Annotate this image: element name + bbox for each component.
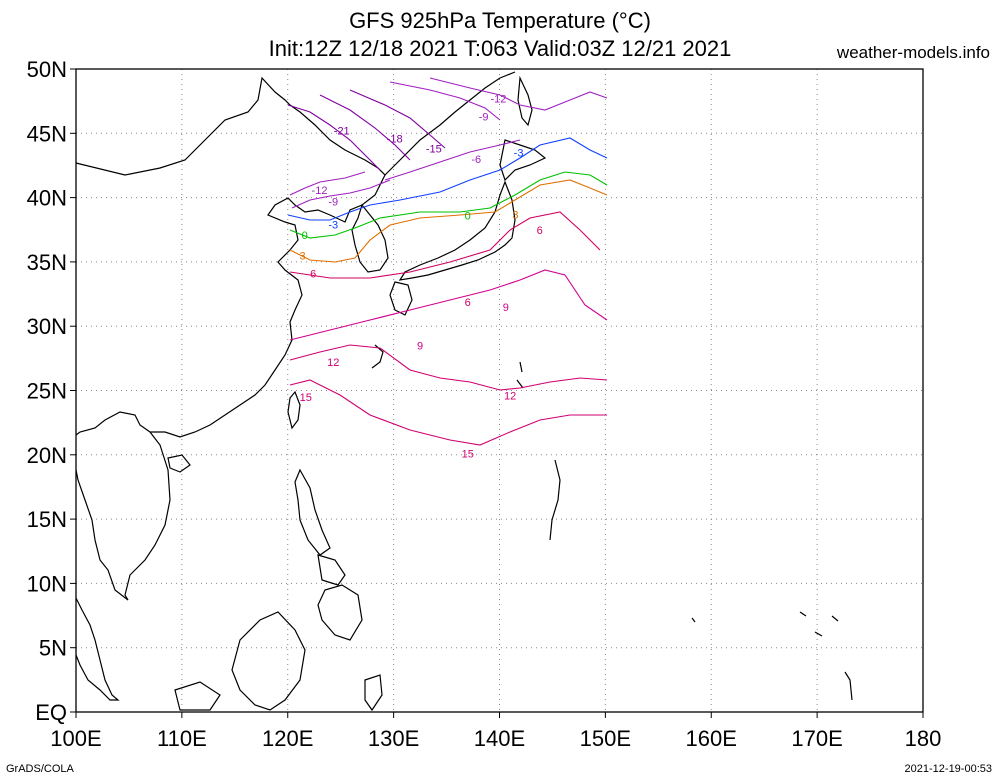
coastline-micronesia xyxy=(691,611,853,701)
contour-label: 0 xyxy=(465,211,471,223)
graticule xyxy=(76,69,923,712)
x-axis: 100E 110E 120E 130E 140E 150E 160E 170E 180 xyxy=(50,712,941,751)
coastline-ryukyu xyxy=(371,344,384,369)
contour-label: 0 xyxy=(302,230,308,242)
x-tick-label: 160E xyxy=(686,726,737,751)
contour-label: 3 xyxy=(512,209,518,221)
contour-label: 15 xyxy=(300,392,312,404)
coastline-sakhalin xyxy=(517,75,533,127)
coastline-indochina xyxy=(75,431,171,601)
y-tick-label: 25N xyxy=(27,379,67,404)
contour-label: 6 xyxy=(537,225,543,237)
site-label: weather-models.info xyxy=(836,43,990,62)
coastline-honshu xyxy=(398,180,516,281)
footer-software: GrADS/COLA xyxy=(6,763,74,775)
coastline-far-east xyxy=(384,71,516,176)
contour-label: 15 xyxy=(462,449,474,461)
y-tick-label: 45N xyxy=(27,121,67,146)
contour-6 xyxy=(289,211,601,279)
coastline-taiwan xyxy=(287,390,301,430)
y-tick-label: 30N xyxy=(27,314,67,339)
coastline-visayas xyxy=(317,554,346,586)
contour-label: 6 xyxy=(465,297,471,309)
contour-label: -6 xyxy=(471,154,481,166)
contour-3 xyxy=(289,179,608,263)
x-tick-label: 110E xyxy=(157,726,207,751)
y-tick-label: EQ xyxy=(35,700,67,725)
contour-label: 12 xyxy=(504,391,516,403)
x-tick-label: 140E xyxy=(474,726,525,751)
contour-label: -9 xyxy=(479,112,489,124)
contour-minus-3 xyxy=(287,137,608,221)
y-tick-label: 5N xyxy=(39,636,67,661)
contour-minus-18 xyxy=(319,94,411,161)
y-tick-label: 35N xyxy=(27,250,67,275)
coastline-borneo xyxy=(231,611,306,711)
contour-label: -3 xyxy=(514,148,524,160)
coastline-sumatra-tip xyxy=(174,681,221,711)
coastline-sulawesi xyxy=(364,674,383,712)
contour-0 xyxy=(289,171,608,239)
contour-label: -15 xyxy=(426,144,442,156)
contour-label: -12 xyxy=(490,94,506,106)
map-subtitle: Init:12Z 12/18 2021 T:063 Valid:03Z 12/2… xyxy=(268,36,732,61)
coastline-kyushu xyxy=(389,281,413,316)
contour-minus-21 xyxy=(287,104,381,171)
contour-minus-15 xyxy=(349,89,446,149)
contour-minus-9-west xyxy=(291,179,391,209)
contour-minus-9-north xyxy=(429,77,608,111)
coastline-hainan xyxy=(167,454,191,473)
contour-label: 6 xyxy=(310,268,316,280)
contour-label: -21 xyxy=(334,126,350,138)
contour-label: -18 xyxy=(387,133,403,145)
coastline-hokkaido xyxy=(499,139,547,182)
contour-12 xyxy=(289,344,608,391)
footer-timestamp: 2021-12-19-00:53 xyxy=(904,763,992,775)
coastline-asia xyxy=(75,76,386,438)
map-frame xyxy=(75,68,924,713)
temperature-contours xyxy=(287,77,608,446)
contour-9 xyxy=(289,269,608,341)
y-tick-label: 50N xyxy=(27,57,67,82)
contour-label: 12 xyxy=(327,357,339,369)
y-axis: EQ 5N 10N 15N 20N 25N 30N 35N 40N 45N 50N xyxy=(27,57,76,725)
contour-minus-12-west xyxy=(289,171,366,196)
x-tick-label: 150E xyxy=(580,726,631,751)
contour-label: 9 xyxy=(417,340,423,352)
x-tick-label: 100E xyxy=(50,726,101,751)
coastline-bonin xyxy=(516,361,524,389)
contour-15 xyxy=(289,379,607,446)
contour-label: -12 xyxy=(312,185,328,197)
coastlines xyxy=(75,71,853,712)
contour-label: -9 xyxy=(328,196,338,208)
coastline-korea xyxy=(351,203,389,273)
coastline-luzon xyxy=(294,468,331,556)
contour-label: -3 xyxy=(328,220,338,232)
y-tick-label: 20N xyxy=(27,443,67,468)
y-tick-label: 10N xyxy=(27,571,67,596)
y-tick-label: 40N xyxy=(27,186,67,211)
contour-label: 9 xyxy=(503,302,509,314)
map-title: GFS 925hPa Temperature (°C) xyxy=(349,8,651,33)
x-tick-label: 130E xyxy=(368,726,419,751)
coastline-mindanao xyxy=(317,584,363,641)
contour-minus-6 xyxy=(384,139,521,181)
contour-minus-12-north xyxy=(389,81,501,121)
x-tick-label: 120E xyxy=(262,726,313,751)
contour-label: 3 xyxy=(300,250,306,262)
x-tick-label: 180 xyxy=(905,726,942,751)
coastline-marianas xyxy=(549,459,561,541)
x-tick-label: 170E xyxy=(791,726,842,751)
y-tick-label: 15N xyxy=(27,507,67,532)
coastline-malay xyxy=(75,597,120,701)
